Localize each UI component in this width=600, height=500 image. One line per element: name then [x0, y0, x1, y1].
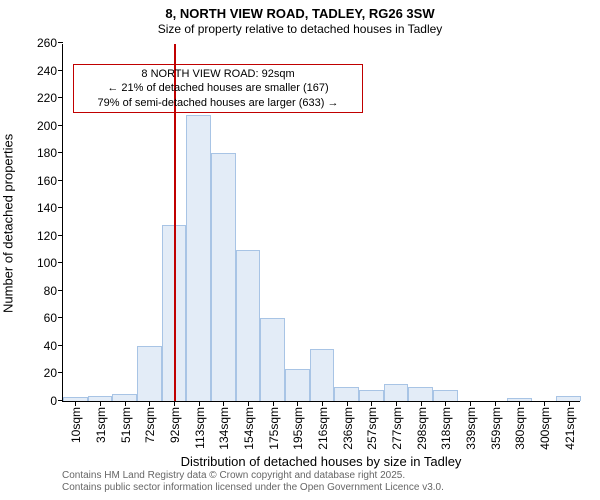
- x-tick-mark: [322, 401, 323, 406]
- y-tick-mark: [58, 97, 63, 98]
- y-tick-label: 180: [37, 146, 63, 160]
- y-tick-mark: [58, 125, 63, 126]
- histogram-bar: [310, 349, 335, 401]
- y-tick-label: 220: [37, 91, 63, 105]
- footer-line-2: Contains public sector information licen…: [62, 482, 444, 494]
- y-tick-label: 40: [44, 339, 63, 353]
- histogram-bar: [433, 390, 458, 401]
- x-tick-label: 257sqm: [363, 407, 379, 450]
- x-tick-mark: [273, 401, 274, 406]
- histogram-bar: [359, 390, 384, 401]
- plot-area: 02040608010012014016018020022024026010sq…: [62, 44, 580, 402]
- footer-line-1: Contains HM Land Registry data © Crown c…: [62, 470, 444, 482]
- x-tick-label: 175sqm: [265, 407, 281, 450]
- x-tick-label: 31sqm: [92, 407, 108, 443]
- histogram-bar: [137, 346, 162, 401]
- histogram-bar: [334, 387, 359, 401]
- y-axis-label: Number of detached properties: [1, 133, 16, 312]
- y-tick-label: 0: [50, 394, 63, 408]
- histogram-bar: [285, 369, 310, 401]
- y-tick-mark: [58, 262, 63, 263]
- x-tick-label: 195sqm: [289, 407, 305, 450]
- y-tick-mark: [58, 372, 63, 373]
- histogram-bar: [384, 384, 409, 401]
- x-tick-mark: [297, 401, 298, 406]
- chart-title: 8, NORTH VIEW ROAD, TADLEY, RG26 3SW: [0, 0, 600, 22]
- x-tick-mark: [199, 401, 200, 406]
- chart-subtitle: Size of property relative to detached ho…: [0, 22, 600, 37]
- y-tick-mark: [58, 290, 63, 291]
- x-tick-mark: [248, 401, 249, 406]
- chart-container: 8, NORTH VIEW ROAD, TADLEY, RG26 3SW Siz…: [0, 0, 600, 500]
- y-tick-label: 260: [37, 36, 63, 50]
- x-tick-mark: [544, 401, 545, 406]
- x-tick-mark: [495, 401, 496, 406]
- x-tick-label: 359sqm: [487, 407, 503, 450]
- x-tick-mark: [396, 401, 397, 406]
- y-tick-mark: [58, 70, 63, 71]
- histogram-bar: [408, 387, 433, 401]
- y-tick-label: 240: [37, 64, 63, 78]
- x-tick-mark: [75, 401, 76, 406]
- annotation-line-1: 8 NORTH VIEW ROAD: 92sqm: [80, 67, 356, 81]
- y-tick-mark: [58, 180, 63, 181]
- x-tick-label: 236sqm: [339, 407, 355, 450]
- annotation-line-2: ← 21% of detached houses are smaller (16…: [80, 81, 356, 95]
- x-tick-mark: [445, 401, 446, 406]
- x-tick-label: 421sqm: [561, 407, 577, 450]
- annotation-box: 8 NORTH VIEW ROAD: 92sqm← 21% of detache…: [73, 64, 363, 113]
- y-tick-label: 80: [44, 284, 63, 298]
- y-tick-label: 20: [44, 366, 63, 380]
- x-tick-mark: [149, 401, 150, 406]
- x-tick-label: 134sqm: [215, 407, 231, 450]
- histogram-bar: [186, 115, 211, 401]
- y-tick-mark: [58, 317, 63, 318]
- x-tick-mark: [223, 401, 224, 406]
- histogram-bar: [112, 394, 137, 401]
- histogram-bar: [236, 250, 261, 401]
- x-tick-label: 339sqm: [462, 407, 478, 450]
- x-tick-label: 113sqm: [191, 407, 207, 449]
- x-tick-mark: [100, 401, 101, 406]
- x-tick-label: 154sqm: [240, 407, 256, 450]
- y-tick-label: 100: [37, 256, 63, 270]
- x-tick-mark: [569, 401, 570, 406]
- x-tick-mark: [421, 401, 422, 406]
- y-tick-label: 160: [37, 174, 63, 188]
- x-tick-label: 277sqm: [388, 407, 404, 450]
- y-tick-label: 60: [44, 311, 63, 325]
- x-tick-mark: [174, 401, 175, 406]
- annotation-line-3: 79% of semi-detached houses are larger (…: [80, 96, 356, 110]
- y-tick-label: 140: [37, 201, 63, 215]
- y-tick-mark: [58, 152, 63, 153]
- x-tick-mark: [347, 401, 348, 406]
- x-tick-label: 92sqm: [166, 407, 182, 443]
- x-tick-label: 400sqm: [536, 407, 552, 450]
- x-tick-label: 318sqm: [437, 407, 453, 450]
- x-tick-mark: [371, 401, 372, 406]
- footer-attribution: Contains HM Land Registry data © Crown c…: [62, 470, 444, 494]
- y-tick-label: 120: [37, 229, 63, 243]
- x-tick-mark: [519, 401, 520, 406]
- y-tick-mark: [58, 235, 63, 236]
- x-tick-mark: [470, 401, 471, 406]
- y-tick-mark: [58, 207, 63, 208]
- histogram-bar: [260, 318, 285, 401]
- x-tick-label: 72sqm: [141, 407, 157, 443]
- x-tick-label: 298sqm: [413, 407, 429, 450]
- y-tick-mark: [58, 42, 63, 43]
- x-axis-label: Distribution of detached houses by size …: [62, 454, 580, 469]
- x-tick-mark: [125, 401, 126, 406]
- x-tick-label: 10sqm: [67, 407, 83, 443]
- x-tick-label: 380sqm: [511, 407, 527, 450]
- x-tick-label: 51sqm: [117, 407, 133, 443]
- y-tick-label: 200: [37, 119, 63, 133]
- y-tick-mark: [58, 345, 63, 346]
- histogram-bar: [211, 153, 236, 401]
- x-tick-label: 216sqm: [314, 407, 330, 450]
